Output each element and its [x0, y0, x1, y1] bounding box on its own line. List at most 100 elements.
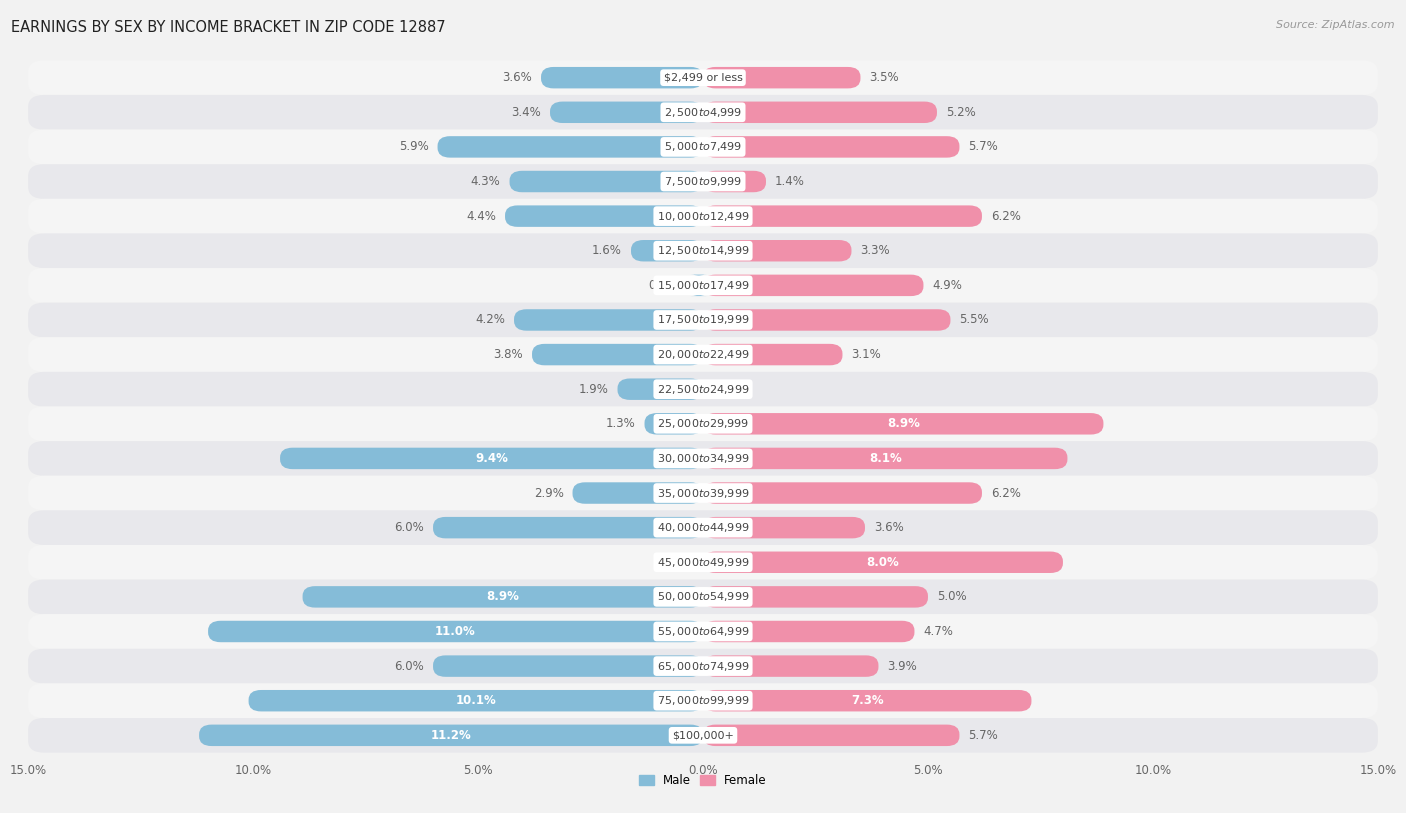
FancyBboxPatch shape: [703, 344, 842, 365]
Text: 8.1%: 8.1%: [869, 452, 901, 465]
Text: $2,500 to $4,999: $2,500 to $4,999: [664, 106, 742, 119]
Text: 4.3%: 4.3%: [471, 175, 501, 188]
Text: 0.0%: 0.0%: [711, 383, 741, 396]
FancyBboxPatch shape: [437, 136, 703, 158]
Text: $7,500 to $9,999: $7,500 to $9,999: [664, 175, 742, 188]
FancyBboxPatch shape: [703, 240, 852, 262]
FancyBboxPatch shape: [550, 102, 703, 123]
FancyBboxPatch shape: [28, 233, 1378, 268]
FancyBboxPatch shape: [28, 545, 1378, 580]
FancyBboxPatch shape: [703, 171, 766, 192]
FancyBboxPatch shape: [28, 372, 1378, 406]
Text: 8.9%: 8.9%: [887, 417, 920, 430]
FancyBboxPatch shape: [703, 102, 936, 123]
Text: $15,000 to $17,499: $15,000 to $17,499: [657, 279, 749, 292]
Text: 8.0%: 8.0%: [866, 556, 900, 569]
FancyBboxPatch shape: [28, 406, 1378, 441]
Text: 10.1%: 10.1%: [456, 694, 496, 707]
Text: 3.8%: 3.8%: [494, 348, 523, 361]
FancyBboxPatch shape: [505, 206, 703, 227]
Text: 5.5%: 5.5%: [959, 314, 988, 327]
Text: 7.3%: 7.3%: [851, 694, 883, 707]
FancyBboxPatch shape: [433, 655, 703, 677]
Text: 1.3%: 1.3%: [606, 417, 636, 430]
FancyBboxPatch shape: [703, 621, 914, 642]
FancyBboxPatch shape: [515, 309, 703, 331]
FancyBboxPatch shape: [703, 482, 981, 504]
Text: 6.2%: 6.2%: [991, 486, 1021, 499]
FancyBboxPatch shape: [433, 517, 703, 538]
FancyBboxPatch shape: [703, 655, 879, 677]
FancyBboxPatch shape: [703, 413, 1104, 434]
FancyBboxPatch shape: [28, 129, 1378, 164]
Text: $17,500 to $19,999: $17,500 to $19,999: [657, 314, 749, 327]
Legend: Male, Female: Male, Female: [634, 770, 772, 792]
FancyBboxPatch shape: [200, 724, 703, 746]
Text: 4.4%: 4.4%: [467, 210, 496, 223]
Text: 4.2%: 4.2%: [475, 314, 505, 327]
FancyBboxPatch shape: [280, 448, 703, 469]
FancyBboxPatch shape: [703, 275, 924, 296]
FancyBboxPatch shape: [249, 690, 703, 711]
Text: $25,000 to $29,999: $25,000 to $29,999: [657, 417, 749, 430]
Text: $30,000 to $34,999: $30,000 to $34,999: [657, 452, 749, 465]
Text: 1.9%: 1.9%: [579, 383, 609, 396]
Text: $75,000 to $99,999: $75,000 to $99,999: [657, 694, 749, 707]
Text: 0.19%: 0.19%: [648, 279, 686, 292]
FancyBboxPatch shape: [28, 164, 1378, 199]
FancyBboxPatch shape: [541, 67, 703, 89]
Text: 11.2%: 11.2%: [430, 728, 471, 741]
FancyBboxPatch shape: [631, 240, 703, 262]
FancyBboxPatch shape: [28, 337, 1378, 372]
FancyBboxPatch shape: [208, 621, 703, 642]
FancyBboxPatch shape: [703, 551, 1063, 573]
FancyBboxPatch shape: [703, 586, 928, 607]
Text: $10,000 to $12,499: $10,000 to $12,499: [657, 210, 749, 223]
Text: 5.7%: 5.7%: [969, 141, 998, 154]
FancyBboxPatch shape: [28, 649, 1378, 684]
Text: $65,000 to $74,999: $65,000 to $74,999: [657, 659, 749, 672]
FancyBboxPatch shape: [28, 95, 1378, 129]
FancyBboxPatch shape: [28, 302, 1378, 337]
Text: 6.2%: 6.2%: [991, 210, 1021, 223]
FancyBboxPatch shape: [703, 690, 1032, 711]
FancyBboxPatch shape: [703, 136, 959, 158]
FancyBboxPatch shape: [28, 580, 1378, 614]
FancyBboxPatch shape: [28, 441, 1378, 476]
Text: 1.6%: 1.6%: [592, 244, 621, 257]
Text: 3.1%: 3.1%: [852, 348, 882, 361]
Text: 4.9%: 4.9%: [932, 279, 962, 292]
Text: 3.4%: 3.4%: [512, 106, 541, 119]
Text: 8.9%: 8.9%: [486, 590, 519, 603]
Text: $12,500 to $14,999: $12,500 to $14,999: [657, 244, 749, 257]
FancyBboxPatch shape: [28, 60, 1378, 95]
FancyBboxPatch shape: [28, 718, 1378, 753]
FancyBboxPatch shape: [703, 309, 950, 331]
Text: $35,000 to $39,999: $35,000 to $39,999: [657, 486, 749, 499]
FancyBboxPatch shape: [28, 511, 1378, 545]
FancyBboxPatch shape: [703, 206, 981, 227]
Text: 5.0%: 5.0%: [936, 590, 966, 603]
Text: 3.6%: 3.6%: [875, 521, 904, 534]
FancyBboxPatch shape: [703, 67, 860, 89]
Text: EARNINGS BY SEX BY INCOME BRACKET IN ZIP CODE 12887: EARNINGS BY SEX BY INCOME BRACKET IN ZIP…: [11, 20, 446, 35]
Text: 11.0%: 11.0%: [436, 625, 475, 638]
FancyBboxPatch shape: [28, 684, 1378, 718]
Text: $100,000+: $100,000+: [672, 730, 734, 741]
FancyBboxPatch shape: [302, 586, 703, 607]
FancyBboxPatch shape: [531, 344, 703, 365]
FancyBboxPatch shape: [617, 379, 703, 400]
FancyBboxPatch shape: [703, 724, 959, 746]
Text: 2.9%: 2.9%: [534, 486, 564, 499]
Text: 1.4%: 1.4%: [775, 175, 804, 188]
Text: $45,000 to $49,999: $45,000 to $49,999: [657, 556, 749, 569]
Text: 9.4%: 9.4%: [475, 452, 508, 465]
Text: 3.5%: 3.5%: [869, 72, 898, 85]
FancyBboxPatch shape: [28, 199, 1378, 233]
Text: $5,000 to $7,499: $5,000 to $7,499: [664, 141, 742, 154]
Text: 3.3%: 3.3%: [860, 244, 890, 257]
FancyBboxPatch shape: [28, 614, 1378, 649]
FancyBboxPatch shape: [28, 268, 1378, 302]
Text: $50,000 to $54,999: $50,000 to $54,999: [657, 590, 749, 603]
FancyBboxPatch shape: [509, 171, 703, 192]
